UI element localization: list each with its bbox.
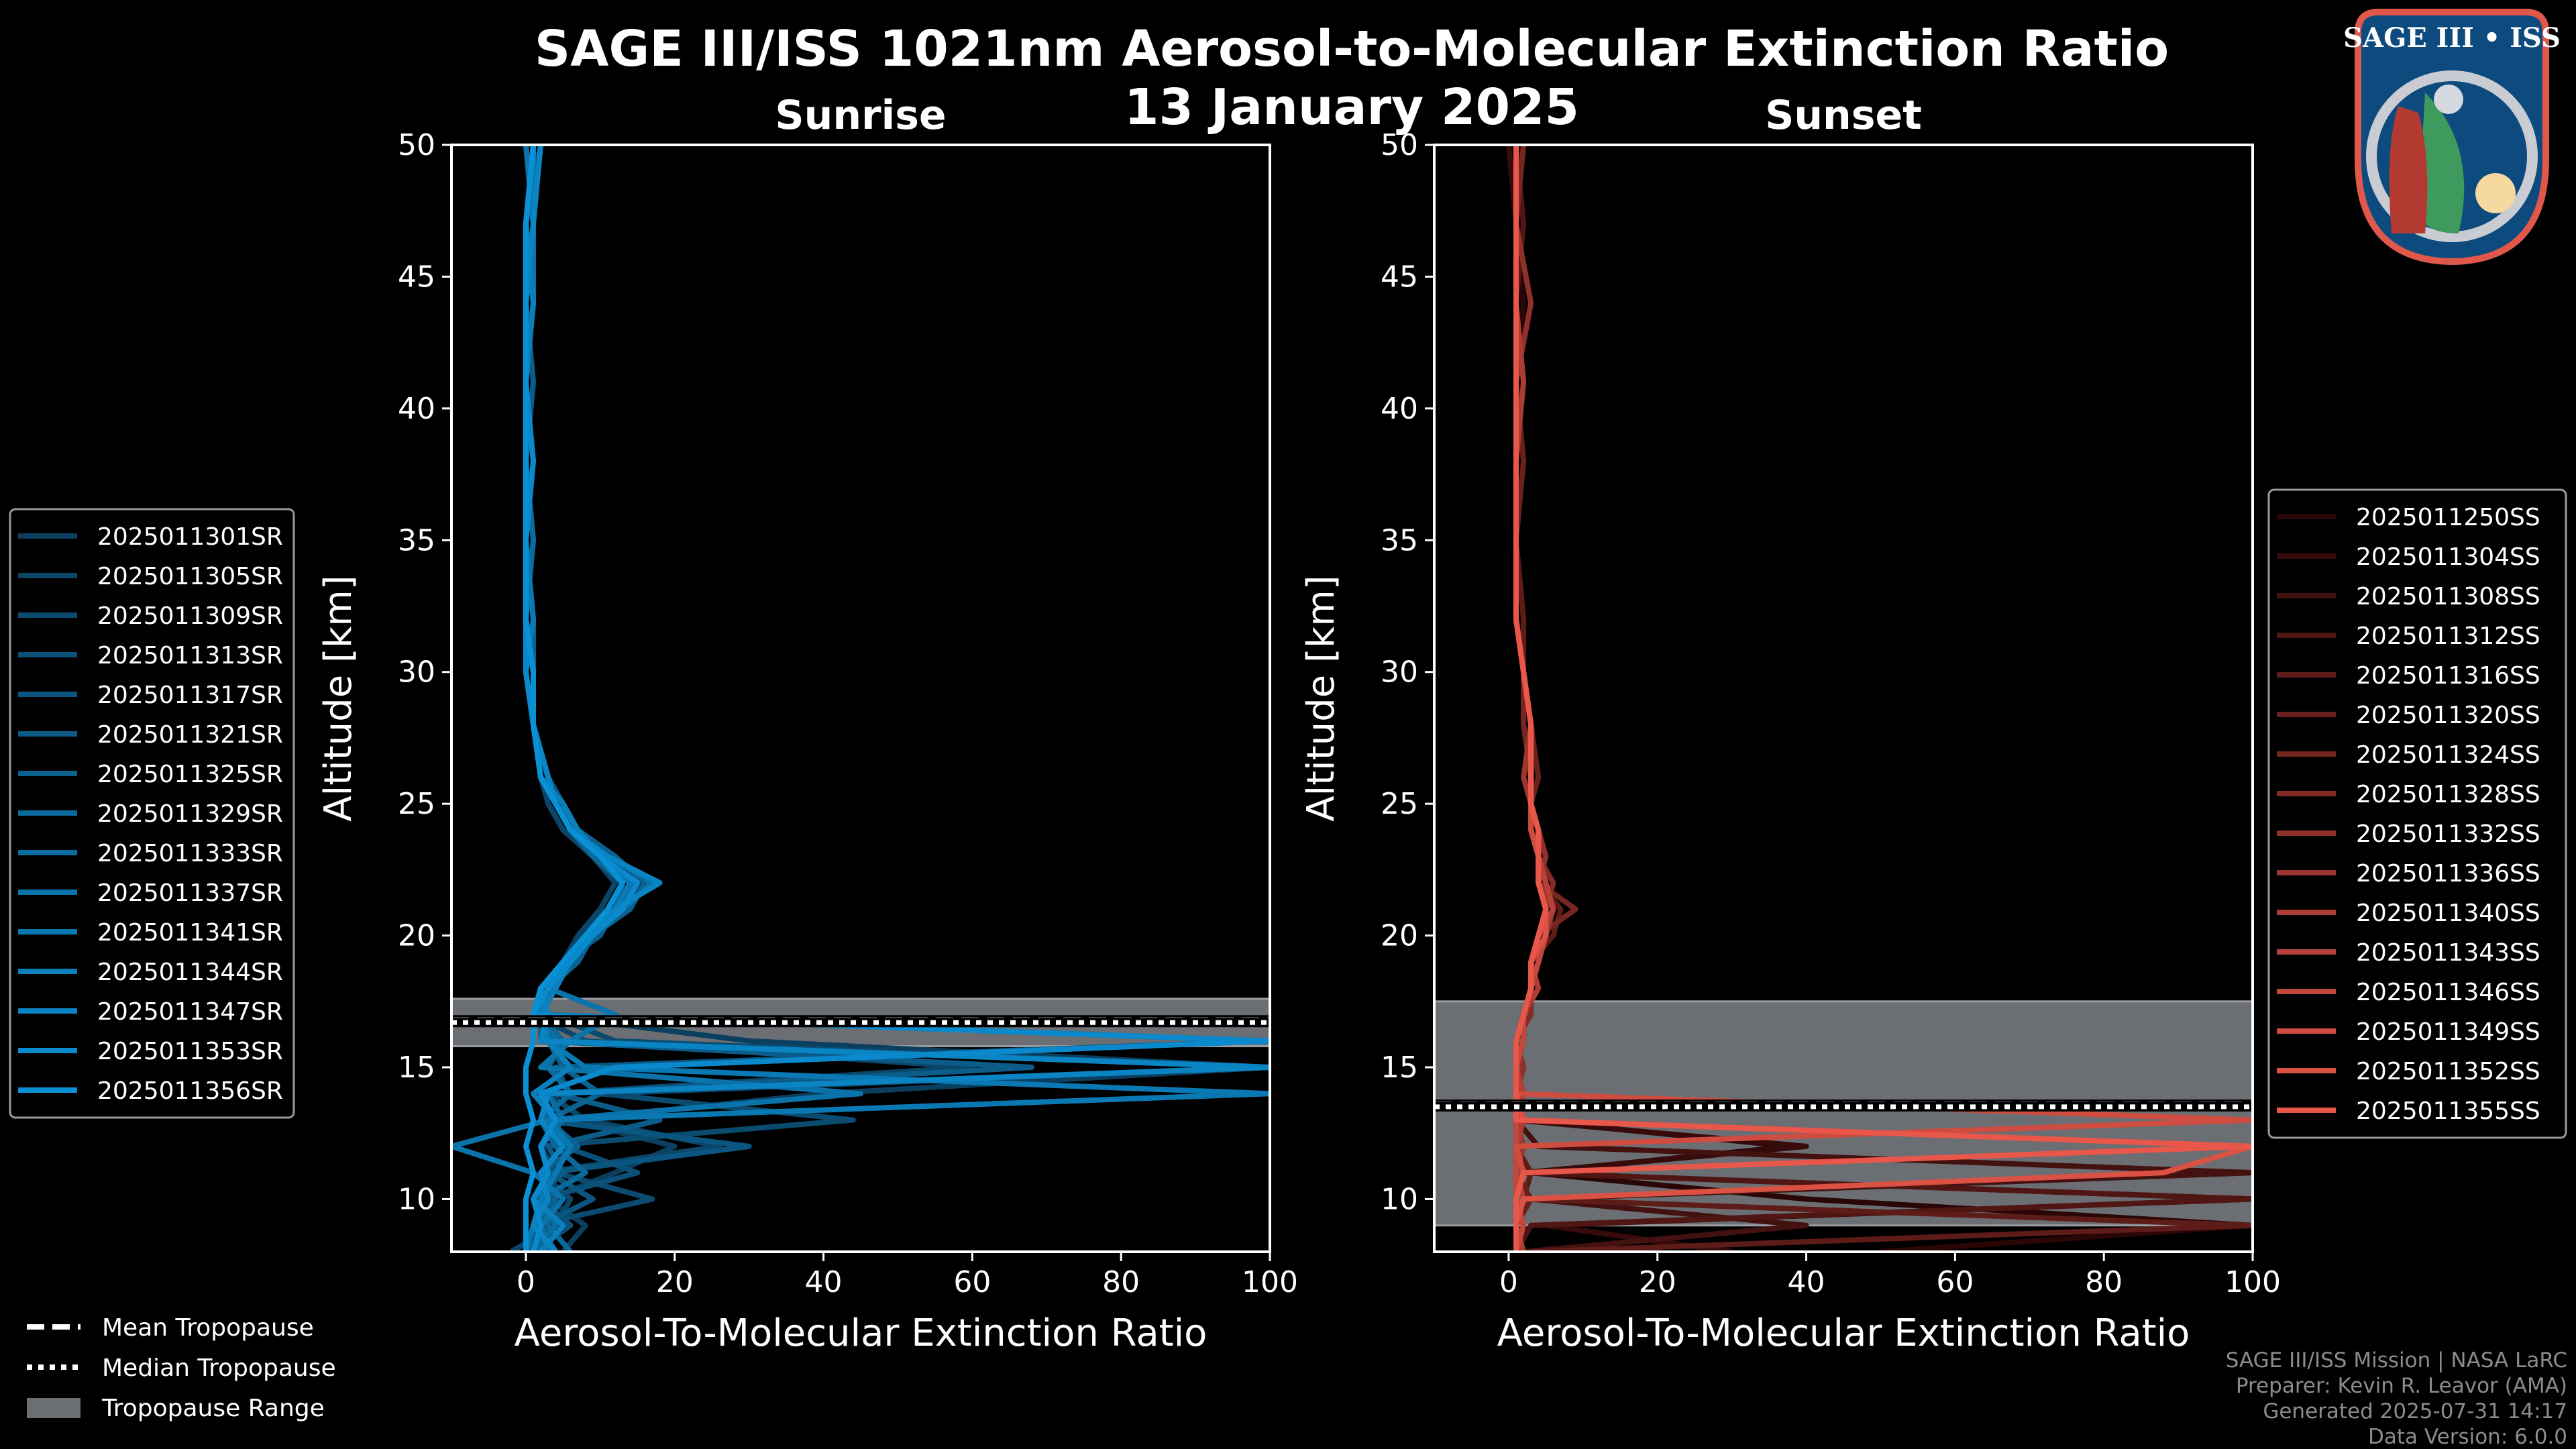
axes-frame bbox=[450, 144, 1271, 1253]
y-tick-label: 30 bbox=[398, 655, 435, 690]
y-tick-label: 30 bbox=[1381, 655, 1418, 690]
legend-label: 2025011304SS bbox=[2356, 543, 2540, 571]
svg-text:SAGE III • ISS: SAGE III • ISS bbox=[2343, 22, 2561, 54]
y-tick-label: 15 bbox=[1381, 1051, 1418, 1085]
x-tick-label: 60 bbox=[1936, 1265, 1974, 1299]
legend-label: 2025011325SR bbox=[97, 761, 283, 788]
legend-label: 2025011353SR bbox=[97, 1038, 283, 1065]
legend-box bbox=[2267, 488, 2567, 1139]
figure-title: SAGE III/ISS 1021nm Aerosol-to-Molecular… bbox=[535, 20, 2169, 78]
y-tick-label: 50 bbox=[398, 128, 435, 162]
y-tick-label: 25 bbox=[1381, 787, 1418, 821]
panel-sunrise: Sunrise 0 20 40 60 80 100 10 15 20 25 30 35 40 45 50 Aer… bbox=[9, 92, 1298, 1355]
legend-label: 2025011332SS bbox=[2356, 820, 2540, 848]
legend-label: 2025011317SR bbox=[97, 682, 283, 709]
legend-label: 2025011336SS bbox=[2356, 860, 2540, 888]
sage-iii-iss-logo: SAGE III • ISS bbox=[2343, 9, 2561, 266]
legend-label: 2025011344SR bbox=[97, 959, 283, 986]
legend-label: 2025011337SR bbox=[97, 879, 283, 907]
y-tick-label: 25 bbox=[398, 787, 435, 821]
series-legend-sunrise: 2025011301SR 2025011305SR 2025011309SR 2025… bbox=[9, 508, 295, 1119]
y-tick-label: 15 bbox=[398, 1051, 435, 1085]
legend-label: 2025011316SS bbox=[2356, 662, 2540, 690]
footer-preparer: Preparer: Kevin R. Leavor (AMA) bbox=[2236, 1374, 2567, 1398]
legend-label: 2025011320SS bbox=[2356, 702, 2540, 729]
axes-frame bbox=[1433, 144, 2254, 1253]
legend-tropopause-range: Tropopause Range bbox=[101, 1395, 325, 1422]
x-tick-label: 0 bbox=[1499, 1265, 1518, 1299]
legend-label: 2025011324SS bbox=[2356, 741, 2540, 769]
x-tick-label: 40 bbox=[1788, 1265, 1825, 1299]
x-tick-label: 20 bbox=[1639, 1265, 1676, 1299]
y-tick-label: 35 bbox=[398, 523, 435, 557]
legend-label: 2025011340SS bbox=[2356, 900, 2540, 927]
legend-label: 2025011313SR bbox=[97, 642, 283, 669]
legend-label: 2025011355SS bbox=[2356, 1097, 2540, 1125]
y-tick-label: 50 bbox=[1381, 128, 1418, 162]
legend-mean-tropopause: Mean Tropopause bbox=[102, 1314, 314, 1342]
legend-label: 2025011349SS bbox=[2356, 1018, 2540, 1046]
legend-label: 2025011343SS bbox=[2356, 939, 2540, 967]
legend-label: 2025011333SR bbox=[97, 840, 283, 867]
figure-date: 13 January 2025 bbox=[1124, 78, 1579, 136]
tropopause-range-swatch bbox=[27, 1398, 80, 1418]
series-legend-sunset: 2025011250SS 2025011304SS 2025011308SS 2025… bbox=[2267, 488, 2567, 1139]
x-tick-label: 80 bbox=[1102, 1265, 1140, 1299]
legend-label: 2025011308SS bbox=[2356, 583, 2540, 610]
x-tick-label: 100 bbox=[2224, 1265, 2281, 1299]
footer-generated: Generated 2025-07-31 14:17 bbox=[2263, 1399, 2567, 1424]
x-tick-label: 0 bbox=[517, 1265, 535, 1299]
x-tick-label: 60 bbox=[953, 1265, 991, 1299]
legend-median-tropopause: Median Tropopause bbox=[102, 1354, 336, 1382]
legend-label: 2025011305SR bbox=[97, 563, 283, 590]
y-tick-label: 35 bbox=[1381, 523, 1418, 557]
x-tick-label: 20 bbox=[656, 1265, 694, 1299]
legend-label: 2025011341SR bbox=[97, 919, 283, 947]
y-tick-label: 20 bbox=[1381, 919, 1418, 953]
x-axis-label: Aerosol-To-Molecular Extinction Ratio bbox=[1497, 1311, 2190, 1355]
legend-label: 2025011328SS bbox=[2356, 781, 2540, 808]
x-axis-label: Aerosol-To-Molecular Extinction Ratio bbox=[515, 1311, 1208, 1355]
legend-label: 2025011312SS bbox=[2356, 623, 2540, 650]
panel-title: Sunset bbox=[1765, 92, 1922, 139]
legend-label: 2025011352SS bbox=[2356, 1058, 2540, 1085]
profile-line-2025011356SR bbox=[523, 145, 626, 1252]
x-tick-label: 40 bbox=[805, 1265, 843, 1299]
legend-label: 2025011329SR bbox=[97, 800, 283, 828]
legend-label: 2025011250SS bbox=[2356, 504, 2540, 531]
legend-label: 2025011346SS bbox=[2356, 979, 2540, 1006]
legend-label: 2025011301SR bbox=[97, 523, 283, 551]
panel-sunset: Sunset 0 20 40 60 80 100 10 15 20 25 30 35 40 45 50 Aero… bbox=[1299, 92, 2567, 1355]
profile-line-2025011344SR bbox=[523, 145, 626, 1252]
x-tick-label: 100 bbox=[1242, 1265, 1298, 1299]
y-tick-label: 40 bbox=[1381, 392, 1418, 426]
legend-label: 2025011356SR bbox=[97, 1077, 283, 1105]
legend-label: 2025011347SR bbox=[97, 998, 283, 1026]
x-tick-label: 80 bbox=[2085, 1265, 2123, 1299]
panel-title: Sunrise bbox=[775, 92, 946, 139]
footer: SAGE III/ISS Mission | NASA LaRC Prepare… bbox=[2226, 1348, 2567, 1449]
legend-label: 2025011321SR bbox=[97, 721, 283, 749]
profile-line-2025011355SS bbox=[1513, 145, 2253, 1252]
y-tick-label: 45 bbox=[398, 260, 435, 294]
y-axis-label: Altitude [km] bbox=[317, 575, 360, 821]
y-tick-label: 20 bbox=[398, 919, 435, 953]
y-tick-label: 45 bbox=[1381, 260, 1418, 294]
tropopause-legend: Mean Tropopause Median Tropopause Tropop… bbox=[27, 1314, 336, 1422]
footer-mission: SAGE III/ISS Mission | NASA LaRC bbox=[2226, 1348, 2567, 1373]
y-tick-label: 10 bbox=[1381, 1182, 1418, 1216]
legend-label: 2025011309SR bbox=[97, 602, 283, 630]
footer-data-version: Data Version: 6.0.0 bbox=[2368, 1425, 2567, 1449]
profile-line-2025011353SR bbox=[523, 145, 1270, 1252]
y-tick-label: 40 bbox=[398, 392, 435, 426]
y-axis-label: Altitude [km] bbox=[1299, 575, 1343, 821]
legend-box bbox=[9, 508, 295, 1119]
y-tick-label: 10 bbox=[398, 1182, 435, 1216]
